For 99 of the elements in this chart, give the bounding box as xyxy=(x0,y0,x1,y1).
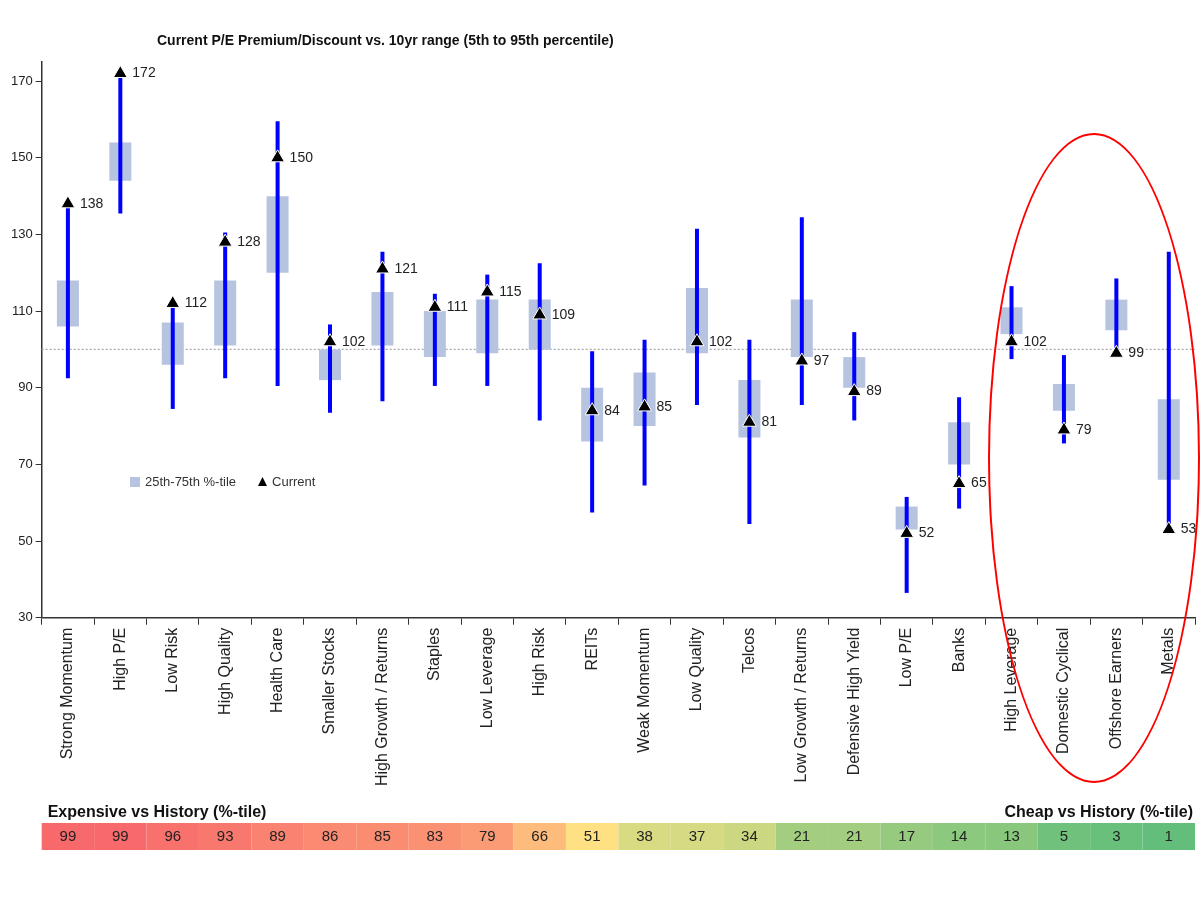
data-label: 51 xyxy=(583,826,601,844)
x-tick-label: High Growth / Returns xyxy=(372,627,390,786)
y-tick-label: 30 xyxy=(18,609,33,625)
data-label: 79 xyxy=(478,826,496,844)
data-label: 84 xyxy=(604,401,620,418)
data-label: 111 xyxy=(446,298,469,315)
data-label: 99 xyxy=(1128,344,1145,361)
data-label: 86 xyxy=(321,826,339,844)
x-tick-label: High Quality xyxy=(215,627,233,715)
point xyxy=(1161,521,1177,535)
data-label: 115 xyxy=(499,282,522,299)
data-label: 97 xyxy=(813,351,830,368)
data-label: 37 xyxy=(688,826,706,844)
legend-label: Current xyxy=(272,474,316,489)
y-tick-label: 130 xyxy=(10,226,33,242)
point xyxy=(217,233,233,247)
point xyxy=(322,333,338,347)
data-label: 85 xyxy=(656,397,673,414)
x-tick-label: Low Growth / Returns xyxy=(792,627,810,783)
x-tick-label: REITs xyxy=(582,627,600,671)
point xyxy=(1108,344,1124,358)
point xyxy=(689,333,705,347)
point xyxy=(112,65,128,78)
x-tick-label: Low Risk xyxy=(163,626,181,693)
data-label: 83 xyxy=(426,826,444,844)
data-label: 102 xyxy=(1023,332,1048,349)
x-tick-label: High P/E xyxy=(110,627,128,691)
x-tick-label: Metals xyxy=(1159,627,1177,675)
y-tick-label: 50 xyxy=(18,532,33,548)
x-tick-label: Staples xyxy=(425,627,443,682)
x-tick-label: High Risk xyxy=(530,626,548,697)
data-label: 102 xyxy=(708,332,733,349)
data-label: 3 xyxy=(1112,826,1121,844)
data-label: 121 xyxy=(394,259,419,276)
data-label: 81 xyxy=(761,413,778,430)
point xyxy=(741,413,757,427)
data-label: 150 xyxy=(289,148,314,165)
x-tick-label: Domestic Cyclical xyxy=(1054,627,1072,754)
data-label: 109 xyxy=(551,305,576,322)
y-tick-label: 150 xyxy=(10,149,33,165)
point xyxy=(427,298,443,312)
data-label: 85 xyxy=(374,826,391,844)
data-label: 102 xyxy=(342,332,366,349)
y-tick-label: 110 xyxy=(11,302,33,318)
x-tick-label: Defensive High Yield xyxy=(844,627,862,776)
point xyxy=(899,524,915,538)
point xyxy=(1004,333,1019,347)
data-label: 96 xyxy=(164,826,182,844)
data-label: 5 xyxy=(1059,826,1069,844)
point xyxy=(270,149,286,163)
chart-title: Current P/E Premium/Discount vs. 10yr range (5th to 95th percentile) xyxy=(157,32,614,48)
data-label: 128 xyxy=(237,232,261,249)
y-tick-label: 70 xyxy=(18,456,33,471)
point xyxy=(479,283,495,297)
point xyxy=(1056,421,1072,435)
data-label: 138 xyxy=(79,194,104,211)
data-label: 21 xyxy=(793,826,811,844)
data-label: 99 xyxy=(59,826,77,844)
data-label: 99 xyxy=(111,826,129,844)
point xyxy=(375,260,390,274)
x-tick-label: Smaller Stocks xyxy=(320,627,338,735)
x-tick-label: Health Care xyxy=(268,627,285,714)
data-label: 34 xyxy=(741,826,758,844)
x-tick-label: High Leverage xyxy=(1001,627,1019,732)
data-label: 52 xyxy=(918,524,935,541)
text: Cheap vs History (%-tile) xyxy=(1004,803,1193,820)
data-label: 89 xyxy=(866,382,883,399)
data-label: 89 xyxy=(269,826,286,844)
x-tick-label: Telcos xyxy=(739,627,757,674)
data-label: 38 xyxy=(636,826,653,844)
data-label: 93 xyxy=(216,826,234,844)
x-tick-label: Weak Momentum xyxy=(634,627,652,753)
data-label: 66 xyxy=(531,826,549,844)
data-label: 172 xyxy=(132,64,156,81)
data-label: 1 xyxy=(1164,826,1173,844)
point xyxy=(951,475,967,489)
point xyxy=(60,195,76,209)
data-label: 13 xyxy=(1003,826,1020,844)
data-label: 21 xyxy=(845,826,863,844)
x-tick-label: Offshore Earners xyxy=(1106,627,1124,750)
data-label: 65 xyxy=(971,474,987,491)
point xyxy=(794,352,810,366)
data-label: 112 xyxy=(184,294,208,311)
legend-label: 25th-75th %-tile xyxy=(145,474,237,489)
x-tick-label: Strong Momentum xyxy=(58,627,76,760)
text: Expensive vs History (%-tile) xyxy=(47,803,267,820)
point xyxy=(165,294,181,308)
data-label: 17 xyxy=(898,826,916,844)
data-label: 79 xyxy=(1075,420,1092,437)
x-tick-label: Low P/E xyxy=(897,627,915,688)
y-tick-label: 90 xyxy=(18,379,33,395)
point xyxy=(846,383,862,397)
x-tick-label: Low Leverage xyxy=(477,627,495,729)
x-tick-label: Low Quality xyxy=(687,627,705,712)
data-label: 14 xyxy=(950,826,968,844)
x-tick-label: Banks xyxy=(949,627,967,673)
y-tick-label: 170 xyxy=(10,72,33,88)
data-label: 53 xyxy=(1180,520,1197,537)
point xyxy=(532,306,548,320)
